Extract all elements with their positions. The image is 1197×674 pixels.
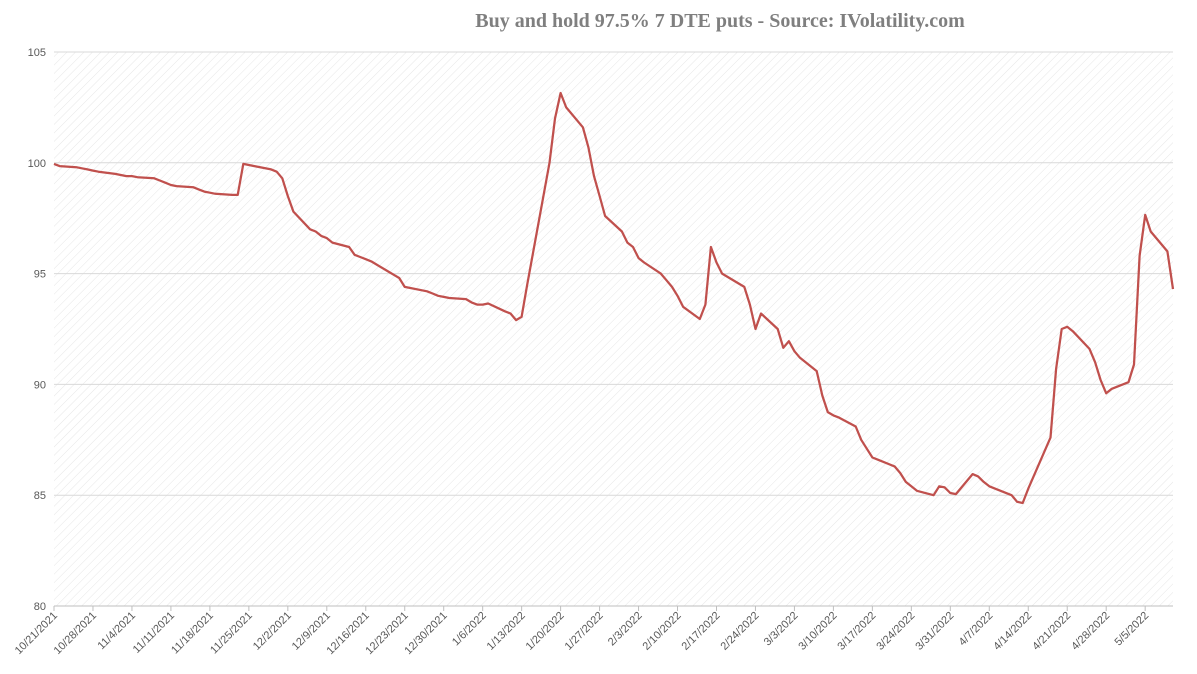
y-tick-label: 85: [34, 490, 46, 502]
x-tick-label: 1/20/2022: [524, 610, 567, 653]
x-tick-label: 2/24/2022: [718, 610, 761, 653]
x-tick-label: 11/25/2021: [208, 610, 255, 657]
x-tick-label: 4/14/2022: [991, 610, 1034, 653]
y-tick-label: 95: [34, 269, 46, 281]
x-tick-label: 1/27/2022: [563, 610, 606, 653]
y-tick-label: 90: [34, 379, 46, 391]
x-tick-label: 12/30/2021: [402, 610, 449, 657]
x-tick-label: 2/17/2022: [680, 610, 723, 653]
x-tick-label: 1/6/2022: [450, 610, 489, 649]
x-tick-label: 3/17/2022: [835, 610, 878, 653]
x-tick-label: 1/13/2022: [485, 610, 528, 653]
plot-area: [54, 52, 1173, 606]
x-tick-label: 4/21/2022: [1030, 610, 1073, 653]
x-tick-label: 10/28/2021: [52, 610, 99, 657]
y-tick-label: 105: [28, 47, 46, 59]
y-tick-label: 80: [34, 601, 46, 613]
x-tick-label: 5/5/2022: [1113, 610, 1152, 649]
x-tick-label: 3/31/2022: [913, 610, 956, 653]
x-tick-label: 2/3/2022: [606, 610, 645, 649]
x-tick-label: 12/2/2021: [251, 610, 294, 653]
x-tick-label: 3/3/2022: [762, 610, 801, 649]
y-tick-label: 100: [28, 158, 46, 170]
x-tick-label: 4/28/2022: [1069, 610, 1112, 653]
x-tick-label: 4/7/2022: [957, 610, 996, 649]
chart-title: Buy and hold 97.5% 7 DTE puts - Source: …: [475, 10, 965, 32]
x-tick-label: 2/10/2022: [641, 610, 684, 653]
series-line: [53, 91, 1175, 505]
x-tick-label: 3/10/2022: [796, 610, 839, 653]
x-tick-label: 3/24/2022: [874, 610, 917, 653]
